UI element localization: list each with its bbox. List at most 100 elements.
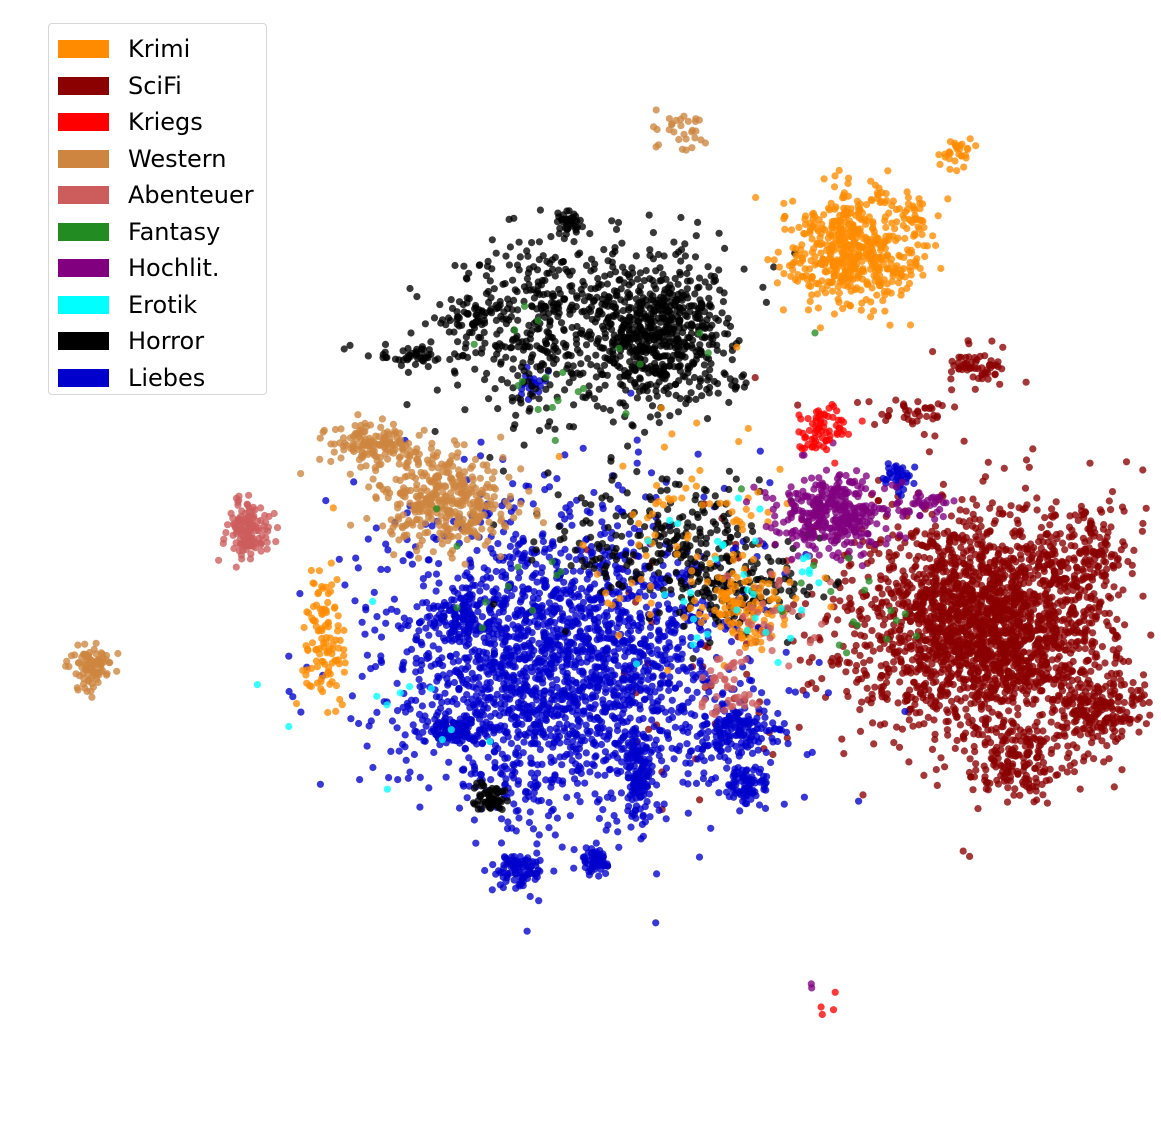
point-liebes xyxy=(508,592,516,600)
point-liebes xyxy=(432,570,441,578)
point-scifi xyxy=(897,544,905,552)
point-liebes xyxy=(591,626,600,634)
point-scifi xyxy=(1047,718,1055,726)
point-scifi xyxy=(1037,523,1045,532)
point-scifi xyxy=(911,700,919,709)
point-liebes xyxy=(548,681,557,689)
point-liebes xyxy=(371,663,380,671)
point-scifi xyxy=(1070,768,1078,776)
point-scifi xyxy=(1050,575,1058,584)
point-scifi xyxy=(967,363,976,371)
point-liebes xyxy=(545,798,553,807)
point-scifi xyxy=(964,337,972,345)
point-scifi xyxy=(1081,587,1089,595)
point-scifi xyxy=(984,735,992,743)
point-scifi xyxy=(863,671,871,680)
point-scifi xyxy=(1080,757,1088,765)
point-scifi xyxy=(964,684,972,692)
point-liebes xyxy=(521,788,530,797)
point-liebes xyxy=(656,727,664,735)
point-scifi xyxy=(1095,562,1103,570)
point-liebes xyxy=(434,708,442,716)
point-scifi xyxy=(871,595,879,603)
point-scifi xyxy=(956,685,964,694)
point-liebes xyxy=(506,660,514,668)
point-scifi xyxy=(1146,711,1154,719)
point-liebes xyxy=(560,686,568,695)
point-liebes xyxy=(520,738,528,746)
point-liebes xyxy=(687,710,695,718)
point-scifi xyxy=(978,371,986,379)
point-liebes xyxy=(654,697,662,705)
point-liebes xyxy=(540,628,548,636)
point-scifi xyxy=(932,766,940,774)
point-liebes xyxy=(354,564,362,572)
point-scifi xyxy=(953,713,961,722)
point-liebes xyxy=(470,762,478,771)
point-scifi xyxy=(938,556,946,564)
point-scifi xyxy=(1046,561,1054,569)
series-scifi xyxy=(583,337,1155,861)
point-liebes xyxy=(485,606,494,614)
point-liebes xyxy=(747,677,756,685)
point-scifi xyxy=(1147,631,1155,639)
point-scifi xyxy=(1004,784,1012,792)
point-liebes xyxy=(684,809,692,817)
point-liebes xyxy=(510,800,518,808)
point-scifi xyxy=(905,552,913,560)
point-scifi xyxy=(1088,706,1096,714)
point-liebes xyxy=(416,773,424,782)
point-scifi xyxy=(907,645,915,653)
point-scifi xyxy=(951,403,959,411)
point-liebes xyxy=(533,840,541,848)
point-liebes xyxy=(565,507,573,515)
point-scifi xyxy=(920,430,928,439)
point-scifi xyxy=(962,522,970,531)
point-scifi xyxy=(1051,706,1059,714)
point-scifi xyxy=(926,673,935,682)
point-scifi xyxy=(796,656,804,664)
point-scifi xyxy=(953,611,961,619)
point-liebes xyxy=(514,541,522,549)
point-liebes xyxy=(573,791,581,800)
point-scifi xyxy=(928,660,936,668)
point-liebes xyxy=(498,750,506,758)
point-liebes xyxy=(901,707,909,716)
point-liebes xyxy=(404,774,412,782)
point-scifi xyxy=(1105,497,1113,505)
point-scifi xyxy=(1048,698,1057,706)
point-liebes xyxy=(560,578,568,586)
point-scifi xyxy=(952,573,960,581)
point-liebes xyxy=(766,479,774,487)
point-scifi xyxy=(1098,643,1106,651)
point-liebes xyxy=(558,761,566,769)
point-scifi xyxy=(974,805,982,813)
point-scifi xyxy=(999,643,1007,651)
point-scifi xyxy=(1013,767,1021,775)
point-liebes xyxy=(412,696,420,705)
point-scifi xyxy=(1058,723,1066,731)
point-liebes xyxy=(548,807,556,815)
point-scifi xyxy=(920,553,928,562)
point-scifi xyxy=(994,363,1002,371)
point-scifi xyxy=(1022,378,1030,386)
point-scifi xyxy=(971,385,979,393)
point-scifi xyxy=(868,627,876,635)
point-liebes xyxy=(498,568,507,576)
point-scifi xyxy=(848,576,856,584)
point-scifi xyxy=(1036,687,1044,695)
point-scifi xyxy=(1023,735,1031,743)
point-scifi xyxy=(1075,644,1083,653)
point-liebes xyxy=(382,608,390,616)
point-scifi xyxy=(995,546,1003,554)
point-scifi xyxy=(1009,680,1018,688)
point-liebes xyxy=(509,760,517,769)
point-liebes xyxy=(658,757,666,765)
point-scifi xyxy=(1124,557,1132,566)
point-scifi xyxy=(867,557,875,565)
point-scifi xyxy=(917,588,925,596)
point-scifi xyxy=(950,599,959,607)
point-liebes xyxy=(559,777,567,785)
point-liebes xyxy=(529,825,538,833)
point-scifi xyxy=(1019,767,1027,775)
